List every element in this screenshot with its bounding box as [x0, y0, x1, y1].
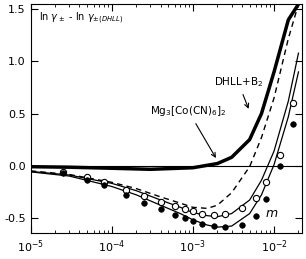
Text: m: m	[265, 207, 278, 220]
Text: DHLL+B$_2$: DHLL+B$_2$	[214, 75, 263, 108]
Text: Mg$_3$[Co(CN)$_6$]$_2$: Mg$_3$[Co(CN)$_6$]$_2$	[151, 104, 227, 157]
Text: ln $\gamma_\pm$ - ln $\gamma_{\pm(DHLL)}$: ln $\gamma_\pm$ - ln $\gamma_{\pm(DHLL)}…	[39, 11, 123, 26]
